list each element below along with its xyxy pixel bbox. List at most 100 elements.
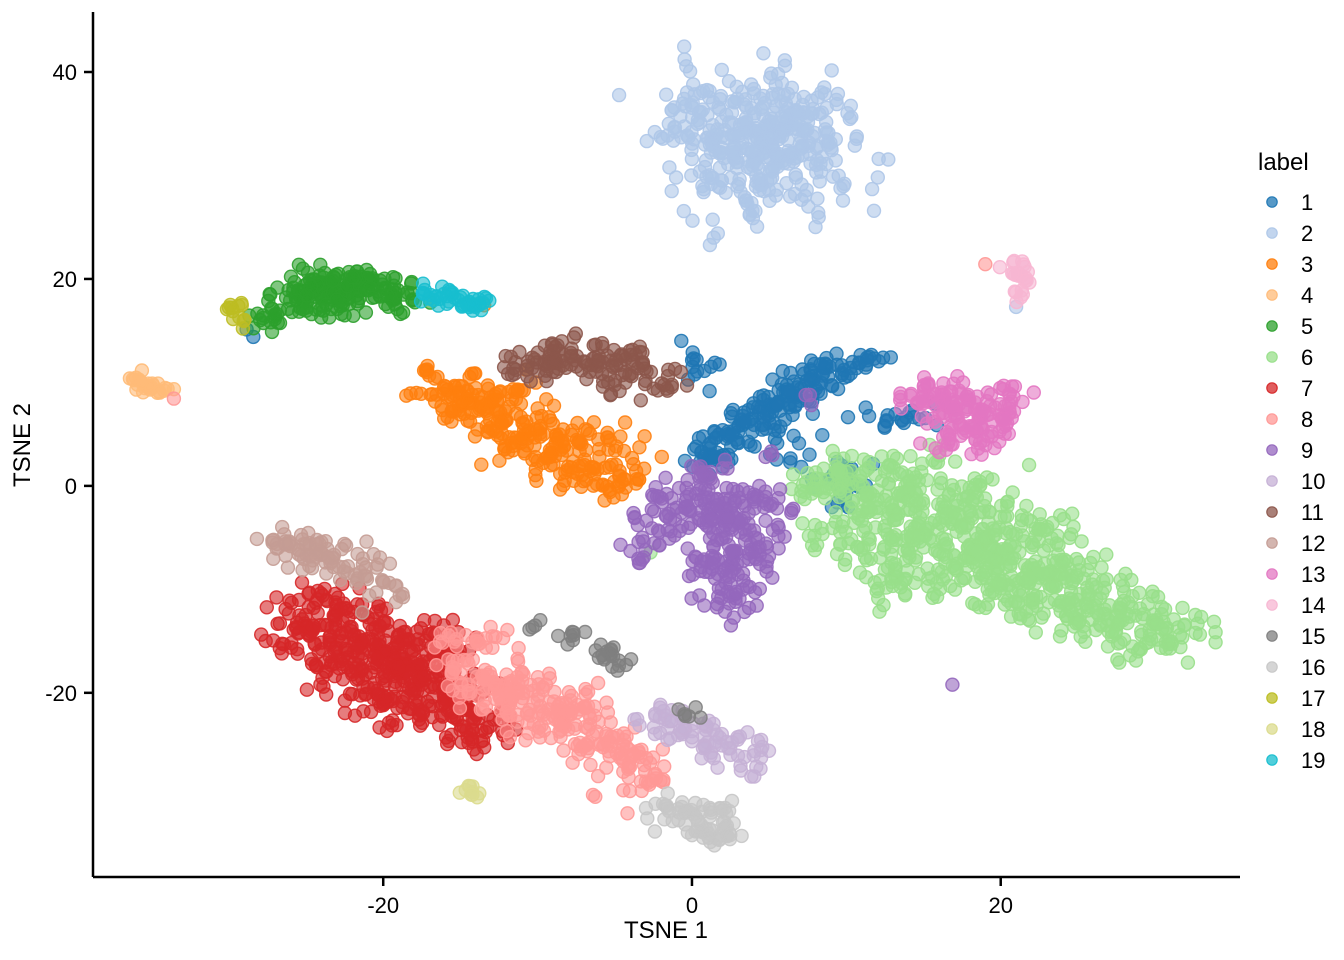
point [783, 365, 798, 381]
point [862, 500, 877, 515]
point [740, 725, 755, 740]
point [934, 475, 949, 491]
point [621, 761, 636, 777]
legend-entry-label: 10 [1301, 469, 1325, 494]
point [679, 378, 695, 393]
point [868, 520, 883, 535]
point [886, 460, 901, 475]
legend-entry-11: 11 [1266, 500, 1324, 525]
point [809, 471, 824, 486]
legend-entry-16: 16 [1266, 655, 1325, 680]
legend-entry-6: 6 [1266, 345, 1313, 370]
point [942, 487, 957, 502]
point [758, 484, 773, 499]
point [903, 449, 918, 464]
legend-entry-label: 9 [1301, 438, 1313, 463]
point [759, 540, 775, 555]
point [764, 170, 780, 186]
point [495, 416, 510, 431]
point [727, 94, 742, 110]
point [783, 451, 798, 466]
point [854, 513, 869, 528]
point [663, 731, 678, 746]
point [710, 226, 725, 241]
point [435, 402, 450, 418]
point [365, 622, 380, 637]
point [608, 352, 624, 368]
point [546, 398, 562, 413]
point [470, 422, 485, 437]
point [327, 641, 343, 656]
point [619, 739, 634, 755]
point [458, 627, 473, 643]
point [814, 149, 829, 165]
point [771, 424, 786, 439]
point [684, 730, 700, 745]
point [272, 616, 288, 631]
point [749, 219, 765, 234]
point [746, 748, 761, 763]
point [801, 199, 816, 214]
point [526, 694, 541, 710]
point [697, 137, 713, 152]
legend-key-icon [1266, 568, 1278, 580]
point [757, 500, 772, 515]
point [784, 503, 799, 518]
point [1113, 597, 1128, 612]
point [786, 428, 801, 443]
point [814, 520, 829, 536]
point [626, 457, 641, 472]
legend-entry-2: 2 [1266, 221, 1313, 246]
point [362, 266, 378, 282]
point [385, 641, 401, 656]
point [988, 523, 1003, 538]
point [453, 722, 468, 738]
point [1011, 596, 1026, 612]
point [919, 473, 935, 488]
point [825, 169, 841, 184]
point [590, 768, 606, 784]
point [464, 787, 479, 802]
legend-key-icon [1266, 413, 1278, 425]
legend-entry-label: 7 [1301, 376, 1313, 401]
legend-entry-label: 17 [1301, 686, 1325, 711]
point [1153, 640, 1169, 655]
point [954, 520, 969, 535]
point [702, 383, 717, 399]
point [702, 237, 718, 253]
point [305, 553, 320, 568]
point [741, 546, 756, 561]
point [673, 364, 688, 380]
point [1003, 558, 1018, 574]
point [132, 373, 147, 388]
point [350, 546, 365, 562]
point [329, 292, 344, 307]
point [620, 806, 635, 821]
point [1081, 587, 1097, 602]
point [944, 418, 959, 433]
point [733, 184, 748, 200]
legend-entry-label: 16 [1301, 655, 1325, 680]
point [613, 537, 628, 552]
point [322, 310, 337, 325]
point [864, 181, 880, 197]
point [781, 384, 796, 399]
point [628, 347, 643, 362]
legend-entry-8: 8 [1266, 407, 1313, 432]
point [893, 389, 908, 405]
y-axis-title: TSNE 2 [9, 403, 36, 487]
point [1022, 613, 1038, 628]
point [777, 58, 793, 74]
point [556, 743, 571, 758]
point [735, 566, 751, 581]
point [304, 656, 320, 672]
point [788, 399, 803, 414]
x-tick-20: 20 [988, 877, 1013, 918]
point [684, 151, 700, 167]
legend-entry-label: 4 [1301, 283, 1313, 308]
point [677, 52, 692, 67]
point [249, 531, 265, 547]
point [417, 668, 432, 684]
